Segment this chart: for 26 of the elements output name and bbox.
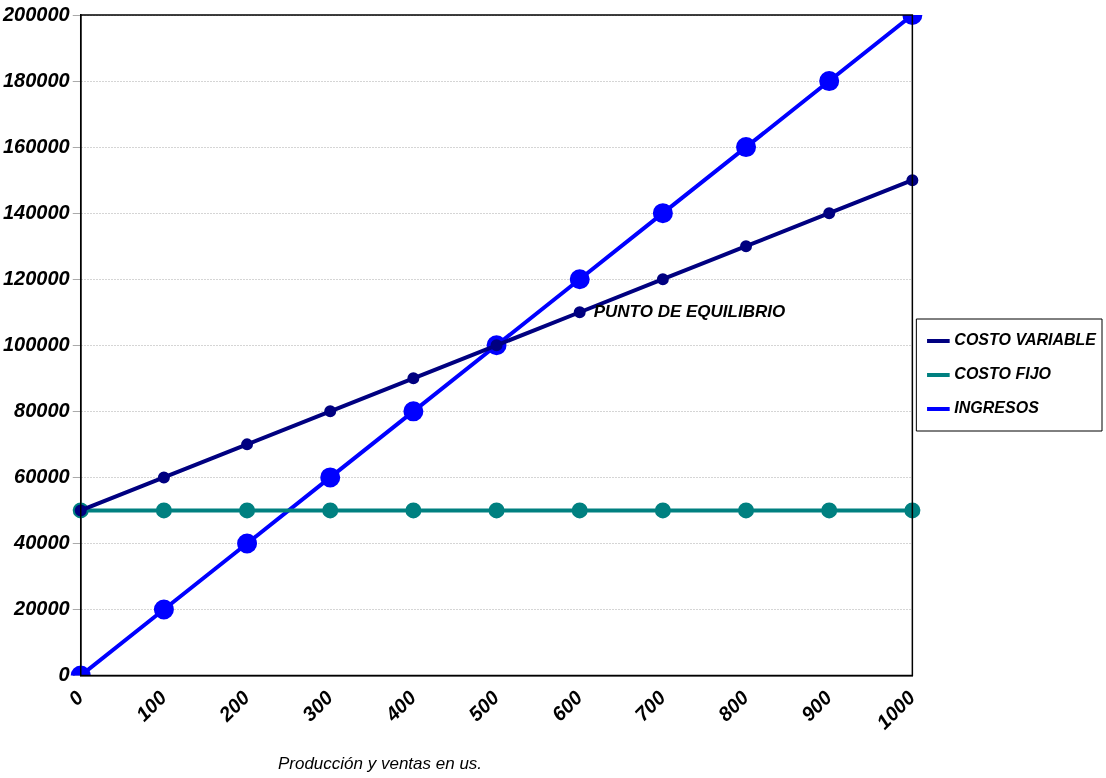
x-tick-label: 600 — [547, 686, 587, 726]
y-tick-label: 60000 — [14, 464, 70, 487]
y-tick-label: 160000 — [2, 134, 70, 157]
x-tick-label: 0 — [64, 686, 88, 710]
y-tick-label: 40000 — [13, 530, 70, 553]
x-tick-label: 500 — [464, 686, 504, 726]
x-tick-label: 900 — [796, 686, 836, 726]
x-tick-label: 800 — [713, 686, 753, 726]
x-tick-label: 100 — [131, 686, 171, 726]
x-axis-title: Producción y ventas en us. — [277, 753, 483, 773]
y-tick-label: 200000 — [1, 2, 70, 25]
y-tick-label: 100000 — [2, 332, 70, 355]
legend-label: COSTO FIJO — [954, 365, 1052, 383]
annotation: PUNTO DE EQUILIBRIO — [593, 301, 786, 321]
x-tick-label: 700 — [630, 686, 670, 726]
x-tick-label: 300 — [297, 686, 337, 726]
legend-label: COSTO VARIABLE — [954, 331, 1098, 349]
y-tick-label: 180000 — [2, 68, 70, 91]
x-tick-label: 200 — [213, 686, 254, 727]
x-tick-label: 400 — [380, 686, 421, 727]
y-tick-label: 0 — [58, 663, 70, 686]
y-tick-label: 20000 — [13, 597, 70, 620]
y-tick-label: 80000 — [14, 398, 70, 421]
y-tick-label: 140000 — [2, 200, 70, 223]
y-tick-label: 120000 — [2, 266, 70, 289]
legend-label: INGRESOS — [954, 399, 1040, 417]
